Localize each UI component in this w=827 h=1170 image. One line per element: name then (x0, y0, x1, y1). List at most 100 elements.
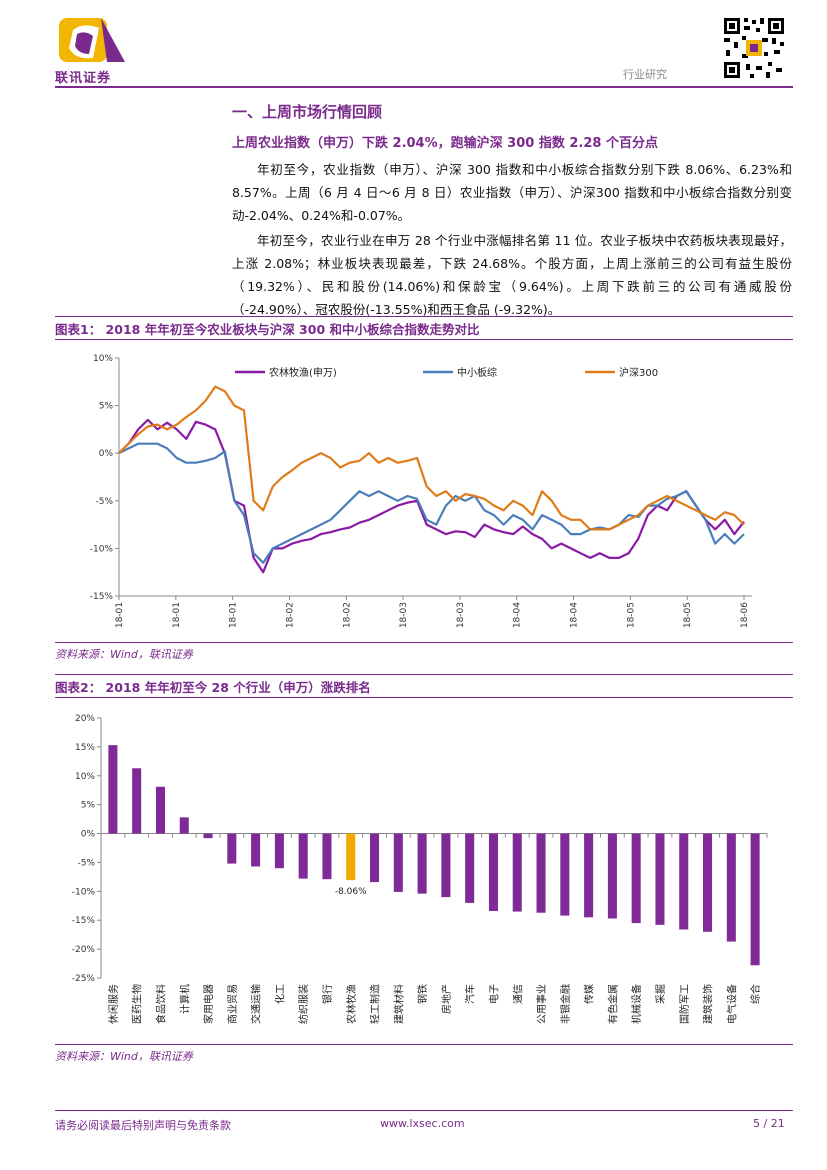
y-tick-label: 0% (99, 449, 114, 459)
category-label: 医药生物 (131, 984, 144, 1024)
bar (631, 833, 641, 924)
bar (750, 833, 760, 966)
y-tick-label: -10% (90, 544, 114, 554)
category-label: 公用事业 (535, 984, 548, 1024)
line-chart: 10%5%0%-5%-10%-15%18-01 18-01 18-01 18-02 18… (90, 354, 752, 628)
bar (251, 833, 261, 867)
category-label: 通信 (512, 984, 524, 1004)
bar (179, 817, 189, 834)
series-line-2 (118, 385, 745, 531)
section-label: 行业研究 (623, 68, 667, 81)
paragraph-2: 年初至今，农业行业在申万 28 个行业中涨幅排名第 11 位。农业子板块中农药板… (232, 233, 792, 317)
x-tick-label: 18-01 (229, 602, 239, 628)
figure1-divider (55, 642, 793, 643)
category-label: 电子 (487, 984, 500, 1004)
x-tick-label: 18-02 (342, 602, 352, 628)
category-label: 家用电器 (202, 984, 215, 1024)
bar (417, 833, 427, 894)
y-tick-label: 5% (99, 402, 114, 412)
figure2-source: 资料来源：Wind，联讯证券 (55, 1050, 193, 1063)
y-tick-label: 5% (81, 801, 96, 811)
category-label: 机械设备 (630, 984, 643, 1024)
bar (298, 833, 308, 879)
y-tick-label: 0% (81, 830, 96, 840)
bar (726, 833, 736, 942)
y-tick-label: 10% (93, 354, 113, 364)
x-tick-label: 18-03 (456, 602, 466, 628)
bar (560, 833, 570, 916)
category-label: 化工 (273, 984, 286, 1004)
bar (322, 833, 332, 880)
category-label: 纺织服装 (297, 984, 310, 1024)
bar (346, 833, 356, 881)
y-tick-label: -10% (72, 887, 96, 897)
bar (584, 833, 594, 918)
bar (465, 833, 475, 903)
bar (370, 833, 380, 883)
category-label: 综合 (749, 984, 762, 1004)
category-label: 商业贸易 (226, 984, 239, 1024)
category-label: 非银金融 (559, 984, 572, 1024)
category-label: 食品饮料 (154, 984, 167, 1024)
bar (441, 833, 451, 898)
y-tick-label: -5% (77, 858, 95, 868)
y-tick-label: -20% (72, 945, 96, 955)
x-tick-label: 18-02 (285, 602, 295, 628)
category-label: 轻工制造 (369, 984, 382, 1024)
x-tick-label: 18-01 (115, 602, 125, 628)
category-label: 房地产 (440, 984, 453, 1014)
qr-code (722, 16, 786, 80)
bar (274, 833, 284, 869)
bar (679, 833, 689, 930)
category-label: 采掘 (654, 984, 667, 1004)
company-logo (59, 18, 125, 62)
paragraph-1: 年初至今，农业指数（申万）、沪深 300 指数和中小板综合指数分别下跌 8.06… (232, 162, 792, 223)
bar (203, 833, 213, 839)
y-tick-label: -15% (72, 916, 96, 926)
figure2-title: 图表2： 2018 年年初至今 28 个行业（申万）涨跌排名 (55, 680, 371, 695)
y-tick-label: -5% (95, 497, 113, 507)
bar-chart: 20% 15% 10% 5% 0% -5% -10% -15% -20% -25% 休闲服务 医药生物… (72, 714, 768, 1024)
category-label: 计算机 (178, 984, 191, 1014)
footer-rule (55, 1110, 793, 1111)
y-tick-label: -25% (72, 974, 96, 984)
bar (227, 833, 237, 864)
figure1-source: 资料来源：Wind，联讯证券 (55, 648, 193, 661)
category-label: 国防军工 (678, 984, 691, 1024)
y-tick-label: 10% (75, 772, 95, 782)
bar (108, 745, 118, 834)
category-label: 有色金属 (606, 984, 619, 1024)
category-label: 休闲服务 (107, 984, 120, 1024)
series-line-1 (118, 442, 745, 564)
section-heading: 一、上周市场行情回顾 (232, 103, 383, 121)
x-tick-label: 18-04 (570, 602, 580, 628)
series-line-0 (118, 418, 745, 574)
legend-label: 农林牧渔(申万) (269, 366, 337, 379)
page-number: 5 / 21 (753, 1117, 785, 1130)
category-label: 建筑材料 (392, 984, 405, 1024)
bar (536, 833, 546, 913)
bar (655, 833, 665, 925)
bar (607, 833, 617, 919)
category-label: 钢铁 (416, 984, 429, 1004)
data-label: -8.06% (335, 887, 367, 897)
footer-disclaimer[interactable]: 请务必阅读最后特别声明与免责条款 (55, 1119, 231, 1132)
category-label: 农林牧渔 (345, 984, 358, 1024)
y-tick-label: -15% (90, 592, 114, 602)
bar (155, 786, 165, 834)
category-label: 银行 (321, 984, 334, 1004)
category-label: 传媒 (584, 984, 596, 1004)
x-tick-label: 18-03 (399, 602, 409, 628)
bar (488, 833, 498, 911)
bar (132, 768, 142, 834)
bar (512, 833, 522, 912)
x-tick-label: 18-05 (626, 602, 636, 628)
footer-website[interactable]: www.lxsec.com (380, 1117, 465, 1130)
bar (393, 833, 403, 892)
x-tick-label: 18-01 (172, 602, 182, 628)
x-tick-label: 18-06 (740, 602, 750, 628)
company-name: 联讯证券 (55, 71, 112, 86)
y-tick-label: 15% (75, 743, 95, 753)
category-label: 建筑装饰 (702, 984, 715, 1024)
header-rule (55, 86, 793, 88)
